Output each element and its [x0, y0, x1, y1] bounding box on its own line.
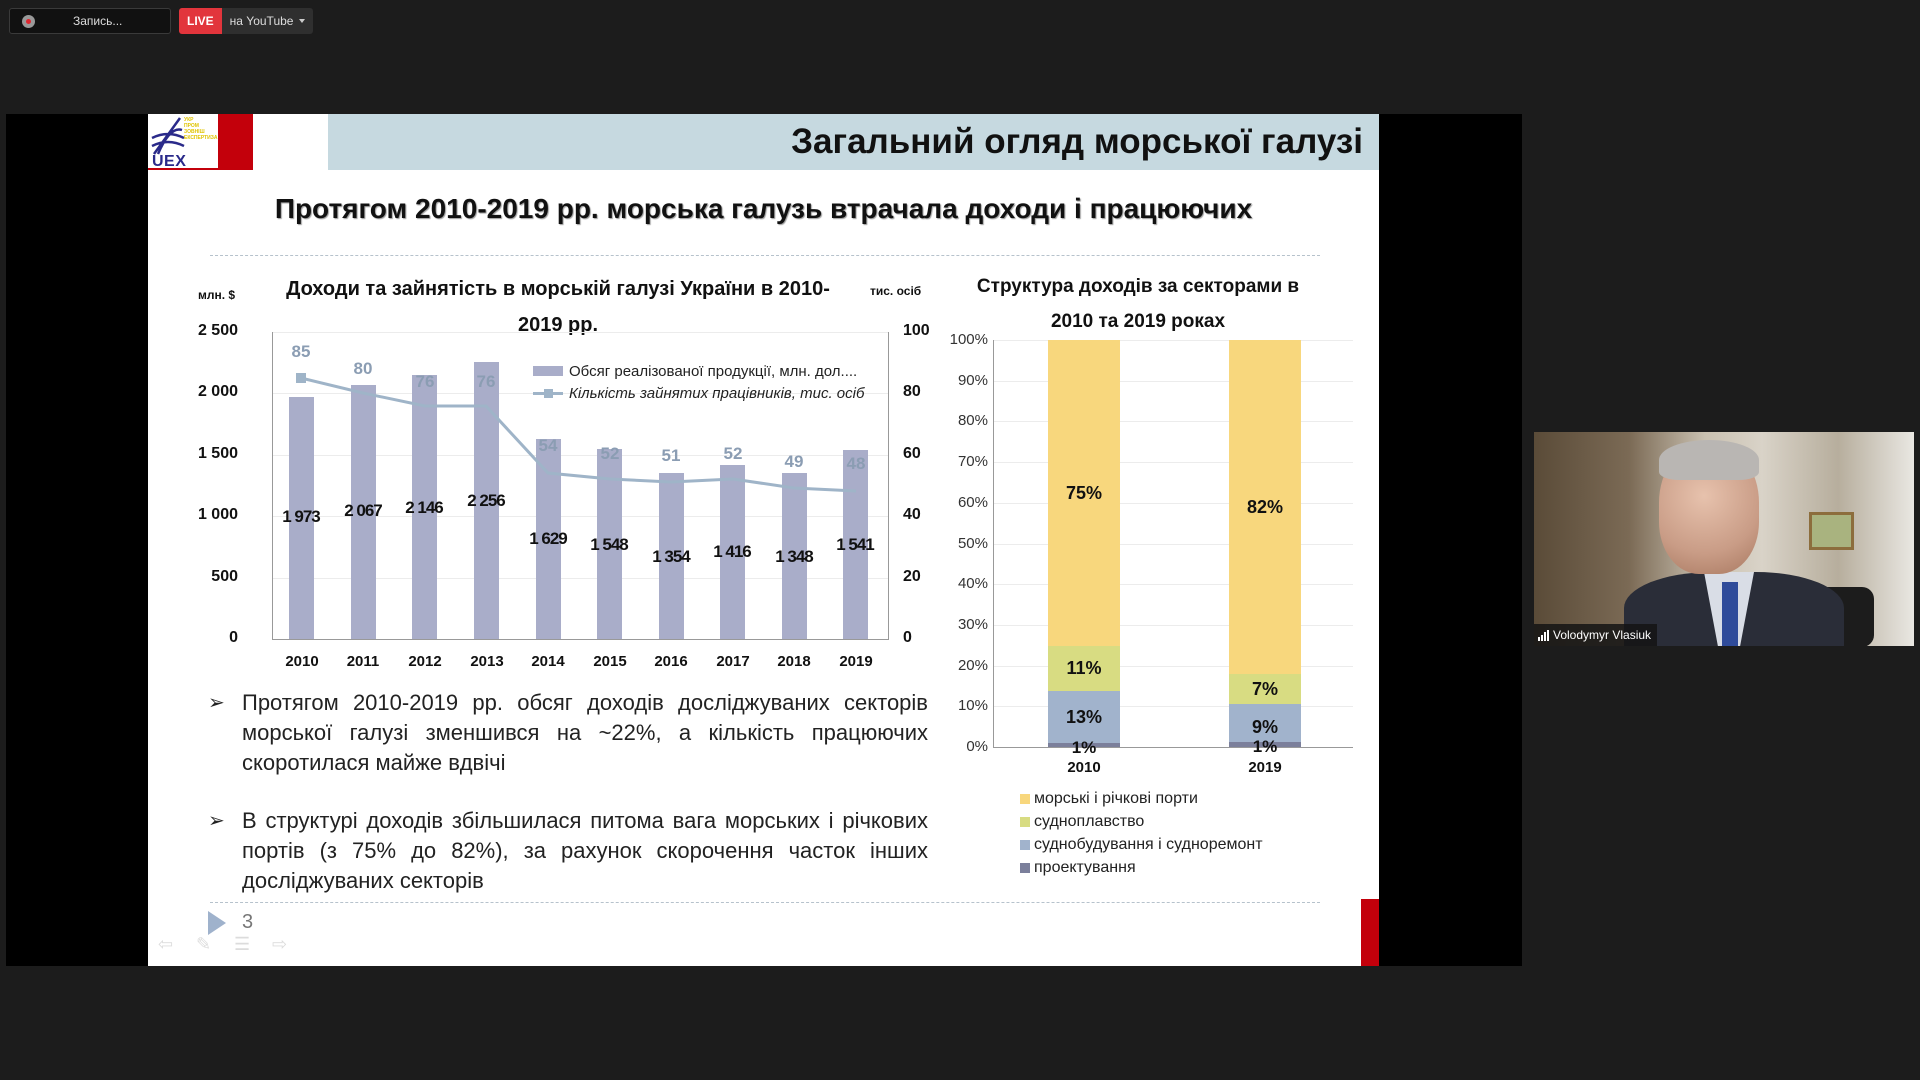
line-label: 54: [538, 436, 558, 455]
bar-label: 1 348: [775, 547, 814, 566]
tie: [1722, 582, 1738, 646]
chart-legend: Обсяг реалізованої продукції, млн. дол..…: [533, 360, 864, 404]
recording-label: Запись...: [73, 14, 123, 28]
presentation-slide: УКР ПРОМ ЗОВНІШ ЕКСПЕРТИЗА UEX Загальний…: [148, 114, 1379, 966]
stream-target-label: на YouTube: [229, 14, 294, 28]
x-axis: [272, 639, 888, 640]
segment-2019-shipbuilding: 9%: [1229, 704, 1301, 742]
legend-swatch-ports: [1020, 793, 1030, 804]
signal-strength-icon: [1538, 629, 1549, 641]
pct-y-axis: [993, 340, 994, 748]
bar-label: 1 541: [836, 535, 875, 554]
header-band: Загальний огляд морської галузі: [328, 114, 1379, 170]
participant-name-tag: Volodymyr Vlasiuk: [1534, 624, 1658, 646]
segment-2010-design: [1048, 743, 1120, 747]
legend-line-swatch: [533, 388, 563, 398]
line-label: 52: [600, 444, 620, 463]
divider-bottom: [210, 902, 1320, 903]
legend-bar-swatch: [533, 366, 563, 376]
segment-2010-shipbuilding: 13%: [1048, 691, 1120, 743]
line-label: 76: [476, 372, 496, 391]
bar-label: 1 548: [590, 535, 629, 554]
chart-title-line2: 2019 рр.: [517, 314, 599, 336]
line-label: 49: [784, 452, 804, 471]
bar-label: 1 354: [652, 547, 691, 566]
page-number: 3: [242, 911, 254, 933]
segment-2019-design: [1229, 742, 1301, 747]
chart-title-line1: Доходи та зайнятість в морській галузі У…: [286, 278, 830, 300]
chevron-down-icon: [299, 19, 306, 23]
live-badge: LIVE: [179, 8, 222, 34]
legend-swatch-shipbuilding: [1020, 839, 1030, 850]
y2-axis: [888, 332, 889, 640]
y-axis-unit: млн. $: [198, 288, 236, 302]
segment-2019-ports: 82%: [1229, 340, 1301, 674]
bullet-point-2: ➢ В структурі доходів збільшилася питома…: [208, 808, 928, 893]
line-label: 80: [353, 359, 373, 378]
bar-2017: [720, 465, 745, 639]
segment-2019-design-label: 1%: [1252, 737, 1278, 756]
slide-main-title: Протягом 2010-2019 рр. морська галузь вт…: [274, 193, 1253, 224]
bar-2011: [351, 385, 376, 639]
line-label: 51: [661, 446, 681, 465]
structure-chart-title-line1: Структура доходів за секторами в: [976, 276, 1300, 297]
line-label: 52: [723, 444, 743, 463]
logo-subtext: УКР ПРОМ ЗОВНІШ ЕКСПЕРТИЗА: [184, 117, 218, 141]
bar-label: 1 973: [282, 507, 321, 526]
participant-name: Volodymyr Vlasiuk: [1553, 628, 1652, 642]
bar-2018: [782, 473, 807, 639]
bar-2012: [412, 375, 437, 639]
bar-2010: [289, 397, 314, 639]
bullet-point-1: ➢ Протягом 2010-2019 рр. обсяг доходів д…: [208, 690, 928, 775]
recording-indicator[interactable]: Запись...: [9, 8, 171, 34]
bar-2016: [659, 473, 684, 639]
bar-label: 1 629: [529, 529, 568, 548]
next-slide-icon[interactable]: ⇨: [272, 934, 288, 954]
participant-video[interactable]: Volodymyr Vlasiuk: [1534, 432, 1914, 646]
page-marker-icon: [208, 911, 226, 935]
previous-slide-icon[interactable]: ⇦: [158, 934, 174, 954]
live-stream-button[interactable]: LIVE на YouTube: [179, 8, 314, 34]
pct-x-axis: [993, 747, 1353, 748]
header-red-block: [218, 114, 253, 170]
slide-menu-icon[interactable]: ☰: [234, 934, 251, 954]
slide-header-title: Загальний огляд морської галузі: [791, 122, 1363, 161]
line-label: 48: [846, 454, 866, 473]
bar-label: 2 256: [467, 491, 506, 510]
legend-swatch-design: [1020, 862, 1030, 873]
y-axis: [272, 332, 273, 640]
uex-logo: УКР ПРОМ ЗОВНІШ ЕКСПЕРТИЗА UEX: [148, 114, 218, 170]
bar-label: 1 416: [713, 542, 752, 561]
pen-tool-icon[interactable]: ✎: [196, 934, 212, 954]
segment-2019-shipping: 7%: [1229, 674, 1301, 704]
red-corner-accent: [1361, 899, 1379, 966]
arrow-bullet-icon: ➢: [208, 692, 225, 714]
structure-chart-title-line2: 2010 та 2019 роках: [1050, 311, 1226, 332]
segment-2010-design-label: 1%: [1071, 738, 1097, 757]
y2-axis-unit: тис. осіб: [870, 284, 922, 298]
stream-target-dropdown[interactable]: на YouTube: [221, 8, 314, 34]
wall-picture: [1809, 512, 1854, 550]
participant-hair: [1659, 440, 1759, 480]
line-label: 85: [291, 342, 311, 361]
divider-top: [210, 255, 1320, 256]
globe-logo-icon: [151, 117, 185, 155]
segment-2010-ports: 75%: [1048, 340, 1120, 646]
segment-2010-shipping: 11%: [1048, 646, 1120, 691]
logo-text: UEX: [152, 153, 187, 170]
logo-underline: [148, 168, 218, 170]
bar-2019: [843, 450, 868, 639]
employment-line: [296, 373, 857, 493]
structure-legend: морські і річкові порти судноплавство су…: [1020, 787, 1263, 879]
bar-label: 2 146: [405, 498, 444, 517]
arrow-bullet-icon: ➢: [208, 810, 225, 832]
bar-label: 2 067: [344, 501, 383, 520]
record-icon: [22, 14, 35, 28]
legend-swatch-shipping: [1020, 816, 1030, 827]
line-label: 76: [415, 372, 435, 391]
